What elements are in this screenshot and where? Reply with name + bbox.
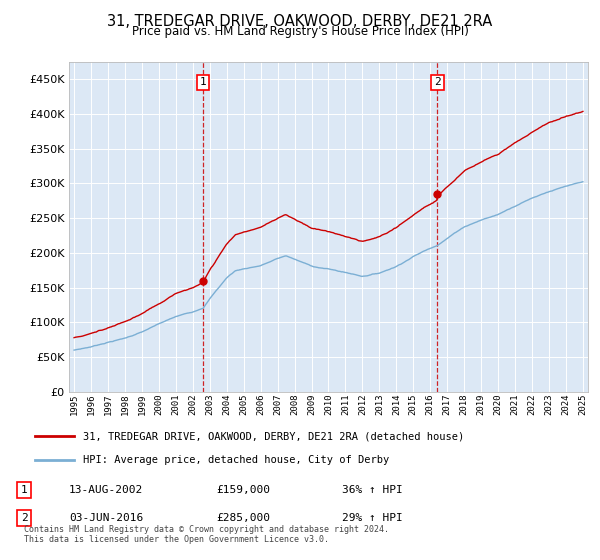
- Text: 03-JUN-2016: 03-JUN-2016: [69, 513, 143, 523]
- Text: 2: 2: [434, 77, 441, 87]
- Text: Contains HM Land Registry data © Crown copyright and database right 2024.
This d: Contains HM Land Registry data © Crown c…: [24, 525, 389, 544]
- Text: HPI: Average price, detached house, City of Derby: HPI: Average price, detached house, City…: [83, 455, 389, 465]
- Text: 29% ↑ HPI: 29% ↑ HPI: [342, 513, 403, 523]
- Text: 36% ↑ HPI: 36% ↑ HPI: [342, 485, 403, 495]
- Text: £159,000: £159,000: [216, 485, 270, 495]
- Text: 31, TREDEGAR DRIVE, OAKWOOD, DERBY, DE21 2RA (detached house): 31, TREDEGAR DRIVE, OAKWOOD, DERBY, DE21…: [83, 431, 464, 441]
- Text: £285,000: £285,000: [216, 513, 270, 523]
- Text: 1: 1: [20, 485, 28, 495]
- Text: Price paid vs. HM Land Registry's House Price Index (HPI): Price paid vs. HM Land Registry's House …: [131, 25, 469, 38]
- Text: 1: 1: [200, 77, 207, 87]
- Text: 13-AUG-2002: 13-AUG-2002: [69, 485, 143, 495]
- Text: 2: 2: [20, 513, 28, 523]
- Text: 31, TREDEGAR DRIVE, OAKWOOD, DERBY, DE21 2RA: 31, TREDEGAR DRIVE, OAKWOOD, DERBY, DE21…: [107, 14, 493, 29]
